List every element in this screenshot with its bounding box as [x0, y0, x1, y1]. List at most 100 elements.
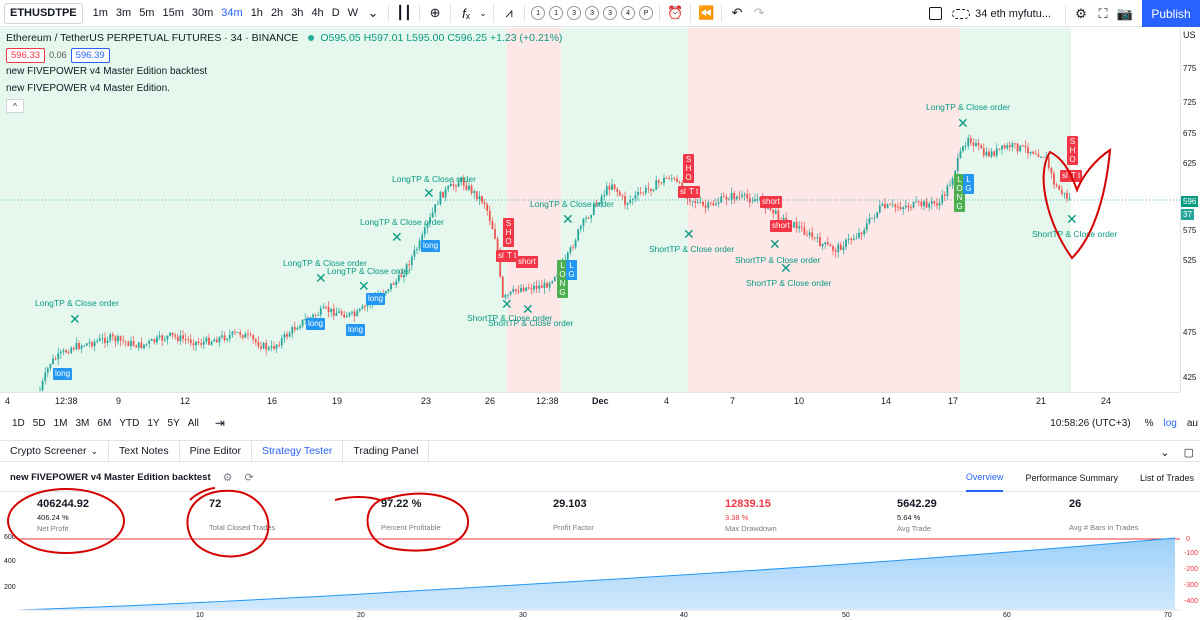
candle-body — [270, 346, 273, 348]
equity-curve-chart[interactable]: 600 400 200 0 -100 -200 -300 -400 10 20 … — [0, 534, 1200, 620]
timeframe-d[interactable]: D — [331, 7, 340, 19]
replay-circle-7[interactable]: P — [639, 6, 654, 20]
candles-icon[interactable]: ┃┃ — [396, 5, 412, 20]
timeframe-34m[interactable]: 34m — [221, 7, 243, 19]
tab-trading-panel[interactable]: Trading Panel — [343, 440, 430, 462]
range-5y[interactable]: 5Y — [167, 417, 180, 429]
maximize-panel-icon[interactable]: ▢ — [1183, 446, 1194, 459]
timeframe-30m[interactable]: 30m — [191, 7, 214, 19]
timeframe-3h[interactable]: 3h — [291, 7, 304, 19]
deep-backtest-icon[interactable]: ⟳ — [244, 472, 254, 484]
candle-body — [496, 238, 499, 250]
candle-body — [145, 343, 148, 345]
metric-label: Avg Trade — [897, 524, 932, 533]
timeframe-1m[interactable]: 1m — [92, 7, 108, 19]
gear-icon[interactable]: ⚙ — [1075, 5, 1087, 21]
camera-icon[interactable]: 📷 — [1116, 5, 1134, 21]
timeframe-1h[interactable]: 1h — [250, 7, 263, 19]
candle-body — [1003, 145, 1006, 149]
candle-body — [891, 204, 894, 206]
log-scale-toggle[interactable]: log — [1163, 417, 1177, 429]
toolbar-divider — [493, 4, 495, 22]
goto-date-icon[interactable]: ⇥ — [214, 416, 225, 430]
buy-price-button[interactable]: 596.39 — [70, 47, 110, 63]
candle-body — [140, 342, 143, 349]
candle-body — [943, 194, 946, 196]
publish-button[interactable]: Publish — [1142, 0, 1200, 27]
price-scale[interactable]: US 775 725 675 625 596 37 575 525 475 42… — [1180, 28, 1200, 392]
tab-pine-editor[interactable]: Pine Editor — [180, 440, 252, 462]
tab-overview[interactable]: Overview — [965, 464, 1004, 492]
timeframe-chevron-down-icon[interactable]: ⌄ — [367, 5, 379, 20]
checkbox[interactable] — [929, 7, 943, 20]
sell-price-button[interactable]: 596.33 — [6, 47, 46, 63]
price-scale-label: 525 — [1183, 256, 1197, 265]
market-status-dot — [308, 35, 315, 41]
replay-circle-6[interactable]: 4 — [621, 6, 636, 20]
candle-body — [811, 232, 814, 238]
tab-text-notes[interactable]: Text Notes — [109, 440, 180, 462]
candle-body — [158, 335, 161, 338]
replay-circle-3[interactable]: 3 — [567, 6, 582, 20]
metric-label: Profit Factor — [553, 523, 594, 532]
replay-circle-4[interactable]: 3 — [585, 6, 600, 20]
time-axis[interactable]: 4 12:38 9 12 16 19 23 26 12:38 Dec 4 7 1… — [0, 392, 1180, 408]
range-3m[interactable]: 3M — [75, 417, 90, 429]
collapse-legend-button[interactable]: ^ — [6, 99, 24, 113]
tab-strategy-tester[interactable]: Strategy Tester — [252, 440, 344, 462]
symbol-search-button[interactable]: ETHUSDTPE — [4, 2, 83, 24]
candle-body — [78, 343, 80, 349]
collapse-panel-icon[interactable]: ⌄ — [1160, 446, 1170, 459]
redo-icon[interactable]: ↷ — [753, 5, 765, 20]
study-legend-indicator[interactable]: new FIVEPOWER v4 Master Edition. — [6, 83, 170, 94]
timezone-clock[interactable]: 10:58:26 (UTC+3) — [1050, 417, 1131, 429]
replay-rewind-icon[interactable]: ⏪ — [697, 5, 715, 20]
auto-scale-toggle[interactable]: au — [1186, 417, 1198, 429]
percent-scale-toggle[interactable]: % — [1144, 417, 1154, 429]
study-legend-backtest[interactable]: new FIVEPOWER v4 Master Edition backtest — [6, 66, 208, 77]
candle-body — [855, 237, 858, 239]
candle-body — [1001, 145, 1003, 150]
candle-body — [88, 342, 91, 344]
templates-icon[interactable]: ⩘ — [505, 5, 513, 20]
candle-body — [821, 243, 824, 247]
time-label: Dec — [592, 396, 609, 406]
gear-icon[interactable]: ⚙ — [222, 472, 233, 484]
range-all[interactable]: All — [187, 417, 199, 429]
tab-crypto-screener[interactable]: Crypto Screener ⌄ — [0, 440, 109, 462]
tab-performance-summary[interactable]: Performance Summary — [1025, 473, 1118, 483]
metric-value: 406244.92 — [37, 498, 89, 510]
candle-body — [507, 294, 509, 296]
timeframe-4h[interactable]: 4h — [311, 7, 324, 19]
timeframe-w[interactable]: W — [347, 7, 359, 19]
alert-clock-icon[interactable]: ⏰ — [666, 5, 684, 20]
range-1d[interactable]: 1D — [12, 417, 25, 429]
candle-body — [826, 242, 829, 245]
chevron-down-icon[interactable]: ⌄ — [479, 7, 487, 18]
candle-body — [980, 145, 983, 149]
replay-circle-2[interactable]: 1 — [549, 6, 564, 20]
range-1y[interactable]: 1Y — [147, 417, 160, 429]
range-1m[interactable]: 1M — [53, 417, 68, 429]
replay-circle-5[interactable]: 3 — [603, 6, 618, 20]
timeframe-2h[interactable]: 2h — [270, 7, 284, 19]
tab-list-of-trades[interactable]: List of Trades — [1139, 473, 1194, 483]
strategy-name[interactable]: new FIVEPOWER v4 Master Edition backtest — [10, 472, 211, 483]
candle-body — [863, 229, 866, 235]
candle-body — [301, 319, 304, 327]
undo-icon[interactable]: ↶ — [731, 5, 743, 20]
candle-body — [899, 207, 902, 209]
compare-plus-icon[interactable]: ⊕ — [429, 5, 441, 20]
range-5d[interactable]: 5D — [32, 417, 46, 429]
fullscreen-icon[interactable]: ⛶ — [1098, 5, 1108, 21]
chart-pane[interactable]: Ethereum / TetherUS PERPETUAL FUTURES · … — [0, 28, 1180, 392]
range-6m[interactable]: 6M — [97, 417, 112, 429]
range-ytd[interactable]: YTD — [119, 417, 140, 429]
timeframe-3m[interactable]: 3m — [115, 7, 132, 19]
equity-axis-label: -300 — [1184, 582, 1199, 589]
timeframe-15m[interactable]: 15m — [162, 7, 184, 19]
layout-name-button[interactable]: 34 eth myfutu... — [952, 8, 1051, 20]
replay-circle-1[interactable]: 1 — [531, 6, 546, 20]
timeframe-5m[interactable]: 5m — [139, 7, 155, 19]
